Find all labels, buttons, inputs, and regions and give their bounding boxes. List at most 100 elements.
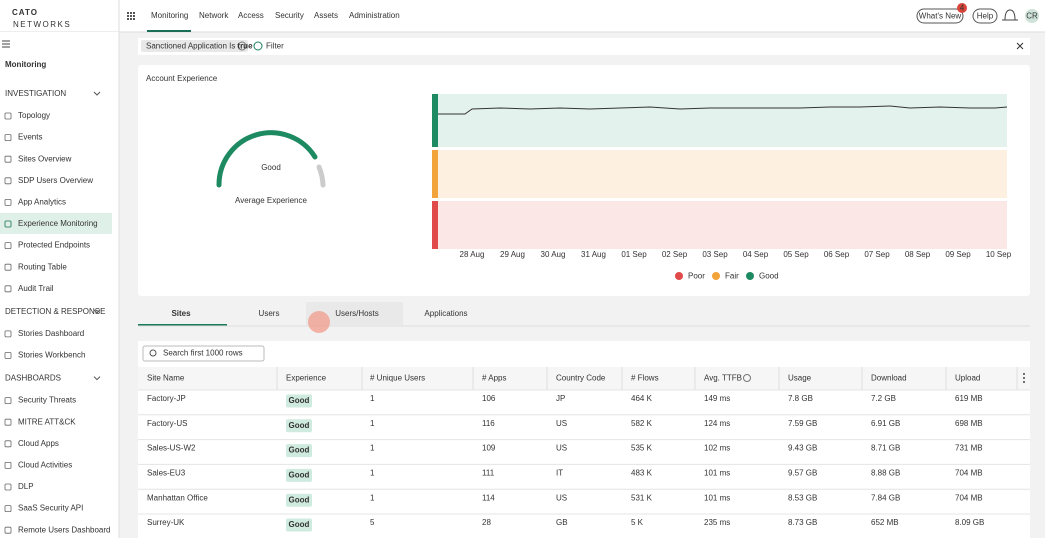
legend-dot [746, 272, 754, 280]
nav-item[interactable]: Assets [314, 11, 338, 20]
ttfb-help-icon[interactable] [743, 374, 751, 382]
column-header[interactable]: Upload [955, 374, 980, 383]
section-chevron [93, 91, 101, 96]
sidebar-item[interactable]: Protected Endpoints [18, 241, 90, 250]
nav-item[interactable]: Monitoring [151, 11, 188, 20]
column-menu[interactable] [1023, 373, 1025, 383]
bell-icon[interactable] [1002, 9, 1018, 21]
nav-item[interactable]: Administration [349, 11, 400, 20]
avatar[interactable] [1025, 9, 1039, 23]
sidebar-item[interactable]: Topology [18, 111, 50, 120]
section-title[interactable]: DASHBOARDS [5, 374, 61, 383]
table-cell: GB [556, 518, 568, 527]
gauge-label: Average Experience [235, 196, 307, 205]
sidebar-item[interactable]: App Analytics [18, 198, 66, 207]
table-cell: 582 K [631, 419, 653, 428]
table-cell: 109 [482, 444, 496, 453]
table-cell: 7.8 GB [788, 394, 813, 403]
column-header[interactable]: # Apps [482, 374, 506, 383]
sidebar-item[interactable]: Cloud Activities [18, 461, 72, 470]
table-cell: 7.2 GB [871, 394, 896, 403]
sidebar-item[interactable]: Stories Dashboard [18, 329, 84, 338]
whats-new-label[interactable]: What's New [919, 12, 962, 21]
sidebar-item[interactable]: Security Threats [18, 396, 76, 405]
active-item-bg [0, 213, 112, 234]
experience-cell: Good [289, 446, 310, 455]
section-title[interactable]: DETECTION & RESPONSE [5, 307, 105, 316]
table-cell: 1 [370, 469, 375, 478]
add-filter[interactable]: Filter [266, 42, 284, 51]
sidebar-item[interactable]: DLP [18, 482, 34, 491]
apps-grid[interactable] [127, 12, 135, 20]
sidebar-item[interactable]: SDP Users Overview [18, 176, 93, 185]
column-header[interactable]: Download [871, 374, 907, 383]
chip-remove[interactable] [237, 41, 247, 51]
table-cell: 116 [482, 419, 495, 428]
sidebar-item[interactable]: Sites Overview [18, 154, 72, 163]
table-cell: 5 [370, 518, 375, 527]
item-icon [4, 440, 12, 448]
table-cell[interactable]: Sales-EU3 [147, 469, 186, 478]
item-icon [4, 526, 12, 534]
help-label[interactable]: Help [977, 12, 994, 21]
sidebar-item[interactable]: Experience Monitoring [18, 219, 98, 228]
table-cell[interactable]: Surrey-UK [147, 518, 185, 527]
column-header[interactable]: # Unique Users [370, 374, 425, 383]
date-label: 02 Sep [662, 250, 688, 259]
hamburger[interactable] [2, 40, 10, 48]
help-button[interactable] [972, 8, 998, 24]
card-title: Account Experience [146, 74, 218, 83]
search-box[interactable] [142, 345, 265, 362]
experience-pill [286, 493, 312, 507]
search-icon [149, 349, 157, 357]
nav-item[interactable]: Network [199, 11, 229, 20]
column-header[interactable]: Avg. TTFB [704, 374, 742, 383]
table-cell[interactable]: Factory-US [147, 419, 187, 428]
sidebar-item[interactable]: SaaS Security API [18, 504, 83, 513]
nav-item[interactable]: Security [275, 11, 304, 20]
table-cell: 101 ms [704, 469, 730, 478]
tab[interactable]: Users [259, 309, 280, 318]
table-cell[interactable]: Sales-US-W2 [147, 444, 196, 453]
table-cell: 535 K [631, 444, 653, 453]
sidebar-item[interactable]: Routing Table [18, 262, 67, 271]
tab[interactable]: Sites [171, 309, 191, 318]
item-icon [4, 418, 12, 426]
close-filter[interactable] [1016, 42, 1024, 50]
legend-label: Good [759, 272, 779, 281]
date-label: 04 Sep [743, 250, 769, 259]
column-header[interactable]: Country Code [556, 374, 606, 383]
table-cell: 101 ms [704, 493, 730, 502]
sidebar-item[interactable]: Cloud Apps [18, 439, 59, 448]
fair-band [432, 150, 1007, 198]
date-label: 08 Sep [905, 250, 931, 259]
column-header[interactable]: # Flows [631, 374, 659, 383]
column-header[interactable]: Site Name [147, 374, 185, 383]
table-cell: 464 K [631, 394, 653, 403]
sidebar-item[interactable]: Events [18, 133, 42, 142]
table-cell: IT [556, 469, 563, 478]
table-cell[interactable]: Manhattan Office [147, 493, 208, 502]
whats-new-button[interactable] [916, 8, 964, 24]
table-cell: 531 K [631, 493, 653, 502]
avatar-initials: CR [1026, 12, 1038, 21]
sidebar-item[interactable]: Remote Users Dashboard [18, 525, 110, 534]
tab[interactable]: Users/Hosts [335, 309, 379, 318]
table-cell[interactable]: Factory-JP [147, 394, 186, 403]
date-label: 03 Sep [702, 250, 728, 259]
filter-chip[interactable] [141, 40, 248, 52]
sidebar-item[interactable]: Audit Trail [18, 284, 54, 293]
section-title[interactable]: INVESTIGATION [5, 89, 66, 98]
click-indicator [308, 311, 330, 333]
column-header[interactable]: Usage [788, 374, 812, 383]
column-header[interactable]: Experience [286, 374, 327, 383]
experience-cell: Good [289, 471, 310, 480]
add-filter-icon[interactable] [253, 41, 263, 51]
table-cell: 235 ms [704, 518, 730, 527]
nav-item[interactable]: Access [238, 11, 264, 20]
sidebar-item[interactable]: MITRE ATT&CK [18, 417, 76, 426]
table-cell: 8.73 GB [788, 518, 817, 527]
table-cell: 652 MB [871, 518, 899, 527]
tab[interactable]: Applications [424, 309, 467, 318]
sidebar-item[interactable]: Stories Workbench [18, 351, 85, 360]
